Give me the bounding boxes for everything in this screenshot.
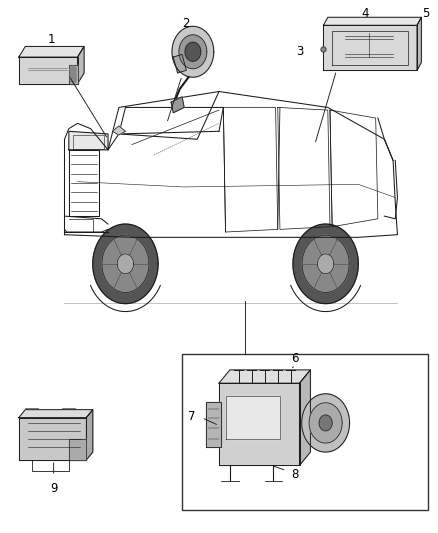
Text: 8: 8 bbox=[291, 468, 299, 481]
Polygon shape bbox=[185, 42, 201, 61]
Polygon shape bbox=[19, 57, 78, 84]
Bar bbox=[182, 354, 428, 511]
Polygon shape bbox=[173, 54, 186, 73]
Polygon shape bbox=[93, 224, 158, 304]
Bar bbox=[62, 408, 75, 418]
Polygon shape bbox=[78, 46, 84, 84]
Polygon shape bbox=[293, 224, 358, 304]
Polygon shape bbox=[70, 66, 76, 74]
Polygon shape bbox=[323, 17, 421, 25]
Text: 5: 5 bbox=[422, 6, 429, 20]
Polygon shape bbox=[102, 235, 149, 293]
Polygon shape bbox=[171, 97, 184, 113]
Polygon shape bbox=[70, 76, 76, 83]
Text: 3: 3 bbox=[297, 45, 304, 58]
Polygon shape bbox=[19, 410, 93, 418]
Polygon shape bbox=[206, 402, 221, 447]
Polygon shape bbox=[179, 35, 207, 69]
Polygon shape bbox=[219, 370, 311, 383]
Polygon shape bbox=[323, 25, 417, 70]
Text: 6: 6 bbox=[291, 352, 299, 365]
Polygon shape bbox=[319, 415, 332, 431]
Text: 7: 7 bbox=[187, 409, 195, 423]
Polygon shape bbox=[69, 65, 78, 84]
Text: 2: 2 bbox=[183, 17, 190, 30]
Polygon shape bbox=[226, 397, 280, 439]
Polygon shape bbox=[19, 418, 86, 460]
Polygon shape bbox=[19, 46, 84, 57]
Polygon shape bbox=[302, 394, 350, 452]
Polygon shape bbox=[318, 254, 334, 274]
Polygon shape bbox=[417, 17, 421, 70]
Polygon shape bbox=[70, 71, 76, 78]
Polygon shape bbox=[113, 126, 125, 135]
Polygon shape bbox=[117, 254, 134, 274]
Text: 9: 9 bbox=[50, 482, 57, 495]
Bar bbox=[25, 408, 39, 418]
Polygon shape bbox=[309, 403, 342, 443]
Polygon shape bbox=[69, 439, 86, 460]
Polygon shape bbox=[172, 26, 214, 77]
Text: 4: 4 bbox=[361, 6, 368, 20]
Polygon shape bbox=[219, 383, 300, 465]
Polygon shape bbox=[69, 131, 108, 150]
Polygon shape bbox=[302, 235, 349, 293]
Polygon shape bbox=[86, 410, 93, 460]
Polygon shape bbox=[300, 370, 311, 465]
Text: 1: 1 bbox=[48, 33, 55, 46]
